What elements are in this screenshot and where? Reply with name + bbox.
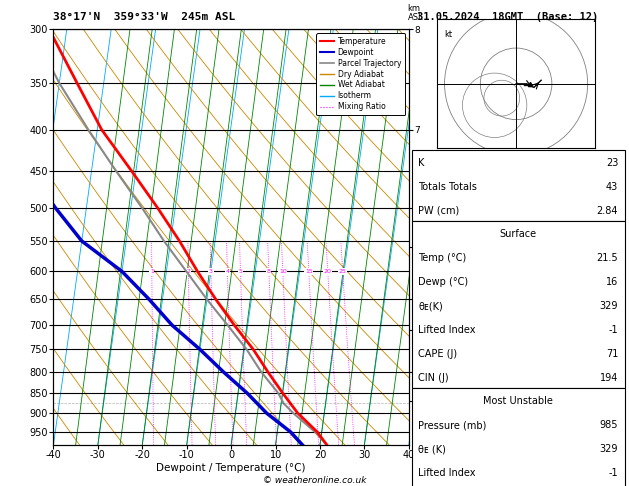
Text: 4: 4: [225, 269, 230, 274]
Bar: [412, 388, 625, 486]
Text: 329: 329: [599, 444, 618, 454]
Text: 985: 985: [599, 420, 618, 430]
Text: 1: 1: [150, 269, 153, 274]
Text: LCL: LCL: [411, 399, 426, 408]
Text: -1: -1: [609, 325, 618, 335]
Text: CIN (J): CIN (J): [418, 373, 449, 382]
Text: θᴇ (K): θᴇ (K): [418, 444, 446, 454]
Text: Totals Totals: Totals Totals: [418, 182, 477, 191]
Text: Temp (°C): Temp (°C): [418, 253, 467, 263]
Bar: [412, 150, 625, 221]
Text: 38°17'N  359°33'W  245m ASL: 38°17'N 359°33'W 245m ASL: [53, 12, 236, 22]
Text: kt: kt: [445, 30, 453, 39]
Text: 10: 10: [279, 269, 287, 274]
Text: km
ASL: km ASL: [408, 4, 423, 22]
Text: 43: 43: [606, 182, 618, 191]
Text: 21.5: 21.5: [596, 253, 618, 263]
Text: 31.05.2024  18GMT  (Base: 12): 31.05.2024 18GMT (Base: 12): [417, 12, 598, 22]
Text: Pressure (mb): Pressure (mb): [418, 420, 487, 430]
Text: 8: 8: [267, 269, 271, 274]
Text: PW (cm): PW (cm): [418, 206, 460, 216]
Text: θᴇ(K): θᴇ(K): [418, 301, 443, 311]
Text: 2.84: 2.84: [597, 206, 618, 216]
Text: 20: 20: [324, 269, 331, 274]
Text: 71: 71: [606, 349, 618, 359]
X-axis label: Dewpoint / Temperature (°C): Dewpoint / Temperature (°C): [157, 463, 306, 473]
Text: Dewp (°C): Dewp (°C): [418, 277, 469, 287]
Text: 2: 2: [186, 269, 191, 274]
Y-axis label: Mixing Ratio (g/kg): Mixing Ratio (g/kg): [426, 194, 435, 280]
Text: 25: 25: [339, 269, 347, 274]
Text: Lifted Index: Lifted Index: [418, 468, 476, 478]
Text: 5: 5: [238, 269, 242, 274]
Text: 23: 23: [606, 158, 618, 168]
Text: CAPE (J): CAPE (J): [418, 349, 457, 359]
Text: 16: 16: [606, 277, 618, 287]
Text: K: K: [418, 158, 425, 168]
Text: -1: -1: [609, 468, 618, 478]
Bar: [412, 221, 625, 388]
Text: Lifted Index: Lifted Index: [418, 325, 476, 335]
Text: Most Unstable: Most Unstable: [483, 397, 554, 406]
Legend: Temperature, Dewpoint, Parcel Trajectory, Dry Adiabat, Wet Adiabat, Isotherm, Mi: Temperature, Dewpoint, Parcel Trajectory…: [316, 33, 405, 115]
Text: Surface: Surface: [499, 229, 537, 240]
Text: 329: 329: [599, 301, 618, 311]
Text: © weatheronline.co.uk: © weatheronline.co.uk: [263, 475, 366, 485]
Text: 15: 15: [305, 269, 313, 274]
Text: 3: 3: [209, 269, 213, 274]
Text: 194: 194: [600, 373, 618, 382]
